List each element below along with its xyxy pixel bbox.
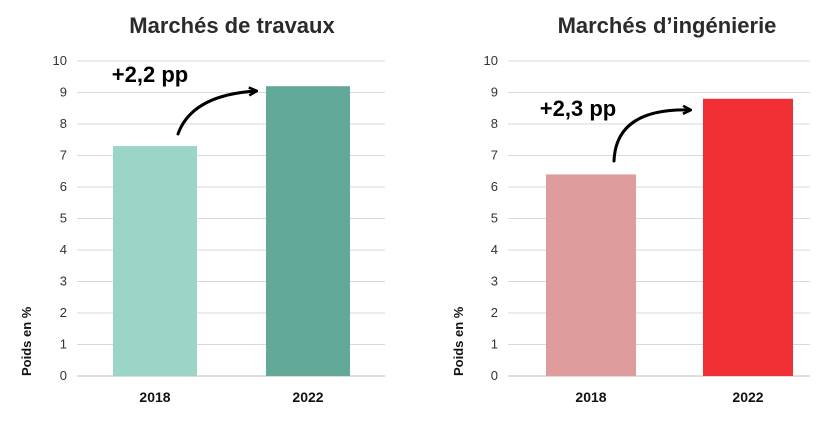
y-tick-label: 6	[491, 179, 498, 194]
chart-title: Marchés de travaux	[129, 13, 335, 38]
x-tick-label: 2022	[732, 389, 763, 405]
change-annotation: +2,2 pp	[112, 62, 188, 87]
chart-panel-2: Marchés d’ingénierie 0 1 2 3 4 5 6 7 8 9 10 Poids en…	[451, 13, 810, 405]
y-tick-label: 5	[491, 211, 498, 226]
y-tick-label: 3	[491, 274, 498, 289]
y-tick-label: 8	[491, 116, 498, 131]
curved-arrow-icon	[612, 110, 690, 163]
y-tick-label: 6	[60, 179, 67, 194]
y-axis-label: Poids en %	[19, 306, 34, 376]
bar-2022	[266, 86, 350, 376]
y-tick-label: 0	[60, 368, 67, 383]
x-tick-label: 2022	[292, 389, 323, 405]
change-annotation: +2,3 pp	[540, 96, 616, 121]
x-tick-label: 2018	[139, 389, 170, 405]
y-tick-label: 10	[53, 53, 67, 68]
bar-2018	[546, 174, 636, 376]
y-tick-label: 10	[484, 53, 498, 68]
chart-panel-1: Marchés de travaux 0 1 2 3 4 5 6 7 8 9 10 Poids en %…	[19, 13, 385, 405]
x-tick-label: 2018	[575, 389, 606, 405]
y-tick-label: 3	[60, 274, 67, 289]
bar-2022	[703, 98, 793, 377]
y-tick-label: 1	[60, 337, 67, 352]
y-axis-label: Poids en %	[451, 306, 466, 376]
y-tick-label: 9	[60, 85, 67, 100]
chart-title: Marchés d’ingénierie	[558, 13, 777, 38]
y-tick-label: 7	[491, 148, 498, 163]
y-tick-label: 5	[60, 211, 67, 226]
curved-arrow-icon	[176, 91, 256, 136]
y-tick-label: 7	[60, 148, 67, 163]
y-tick-label: 9	[491, 85, 498, 100]
y-tick-label: 4	[60, 242, 67, 257]
bar-2018	[113, 146, 197, 376]
y-tick-label: 2	[491, 305, 498, 320]
y-tick-label: 8	[60, 116, 67, 131]
y-tick-label: 1	[491, 337, 498, 352]
y-tick-label: 4	[491, 242, 498, 257]
y-tick-label: 2	[60, 305, 67, 320]
y-tick-label: 0	[491, 368, 498, 383]
